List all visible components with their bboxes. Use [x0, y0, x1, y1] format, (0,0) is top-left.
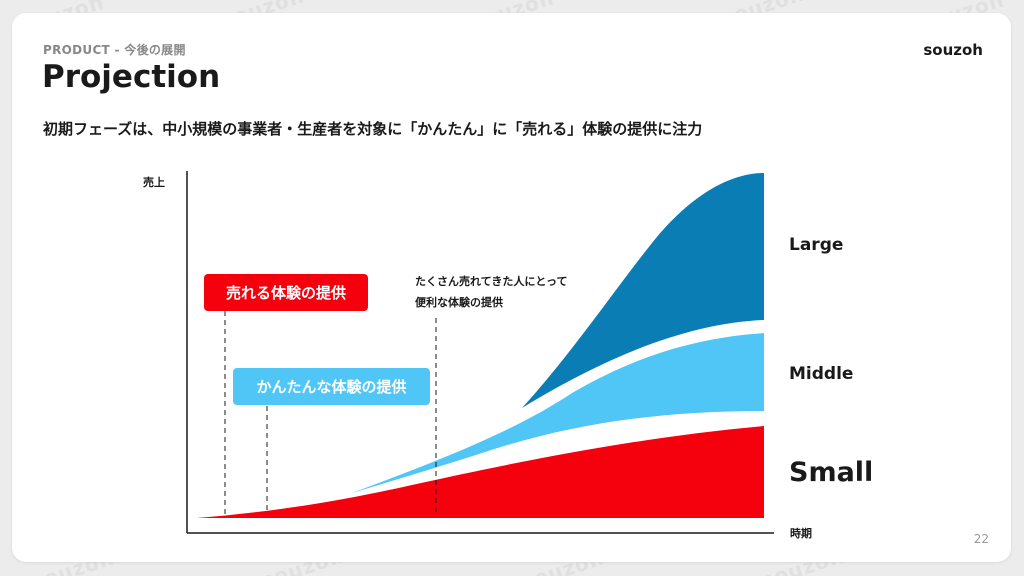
series-label-middle: Middle	[789, 364, 853, 384]
band-middle	[352, 333, 764, 493]
series-label-small: Small	[789, 457, 873, 488]
section-label: PRODUCT - 今後の展開	[43, 43, 186, 57]
annotation-note-line2: 便利な体験の提供	[415, 296, 503, 309]
slide-card: PRODUCT - 今後の展開 Projection souzoh 初期フェーズ…	[12, 13, 1011, 562]
x-axis-label: 時期	[790, 526, 812, 540]
band-small	[197, 426, 764, 518]
page-title: Projection	[42, 59, 221, 95]
callout-sell-experience-text: 売れる体験の提供	[225, 284, 346, 302]
series-label-large: Large	[789, 235, 843, 255]
callout-easy-experience: かんたんな体験の提供	[233, 368, 430, 405]
callout-easy-experience-text: かんたんな体験の提供	[256, 378, 407, 396]
annotation-note-line1: たくさん売れてきた人にとって	[415, 275, 568, 288]
growth-diagram: 売上 時期 Large Middle Small	[143, 171, 873, 540]
callout-sell-experience: 売れる体験の提供	[204, 274, 368, 311]
band-large	[522, 173, 764, 408]
brand-logo: souzoh	[923, 41, 983, 59]
page-subtitle: 初期フェーズは、中小規模の事業者・生産者を対象に「かんたん」に「売れる」体験の提…	[43, 120, 703, 138]
annotation-note: たくさん売れてきた人にとって 便利な体験の提供	[415, 271, 567, 313]
y-axis-label: 売上	[143, 175, 165, 189]
page-number: 22	[973, 532, 989, 546]
